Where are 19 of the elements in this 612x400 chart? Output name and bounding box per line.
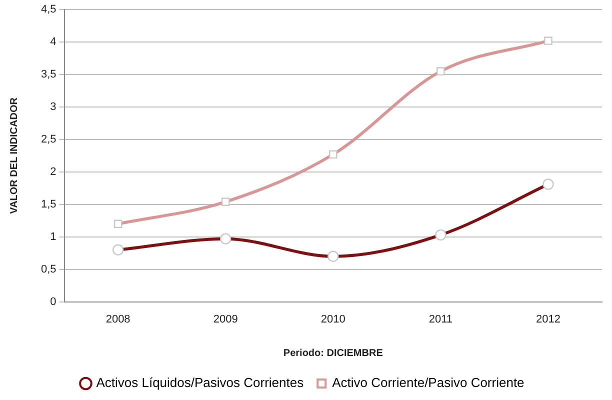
x-tick-label: 2010 [320,313,346,326]
y-tick-label: 2 [50,166,56,178]
legend-label: Activo Corriente/Pasivo Corriente [332,375,524,390]
y-tick-label: 0 [50,296,56,308]
x-axis-title: Periodo: DICIEMBRE [283,348,384,359]
y-tick-label: 1 [50,230,56,243]
x-tick-label: 2008 [106,313,130,326]
x-tick-label: 2011 [428,313,453,326]
y-tick-label: 3 [50,101,56,114]
y-tick-label: 1,5 [40,198,56,210]
y-axis-title: VALOR DEL INDICADOR [8,96,20,214]
legend-label: Activos Líquidos/Pasivos Corrientes [96,375,304,390]
y-tick-label: 4,5 [40,4,56,16]
y-tick-label: 2,5 [40,134,56,146]
x-tick-label: 2012 [536,313,560,326]
x-tick-label: 2009 [213,313,238,326]
y-tick-label: 0,5 [40,263,56,276]
y-tick-label: 3,5 [40,68,56,81]
y-tick-label: 4 [50,36,56,48]
